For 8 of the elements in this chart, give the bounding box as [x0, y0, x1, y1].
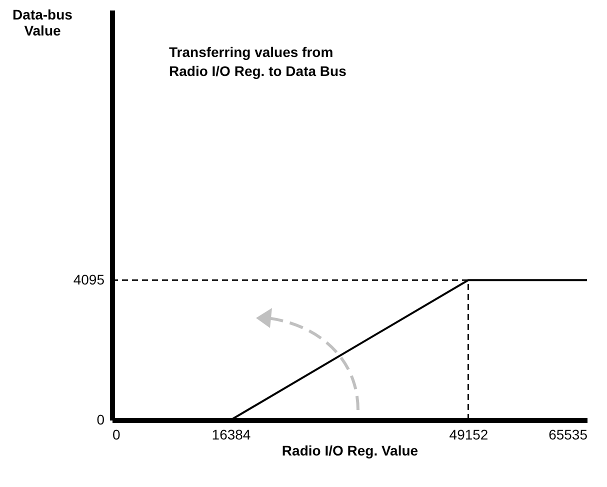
x-tick-label: 16384: [212, 426, 251, 442]
x-axis-title: Radio I/O Reg. Value: [282, 442, 418, 458]
y-tick-label: 4095: [73, 272, 105, 288]
x-tick-label: 0: [112, 426, 120, 442]
text: Transferring values from Radio I/O Reg. to Data Bus: [169, 44, 347, 79]
x-tick-label: 49152: [449, 426, 488, 442]
x-tick-label: 65535: [548, 426, 588, 442]
y-axis-title: Data-bus Value: [12, 6, 73, 38]
